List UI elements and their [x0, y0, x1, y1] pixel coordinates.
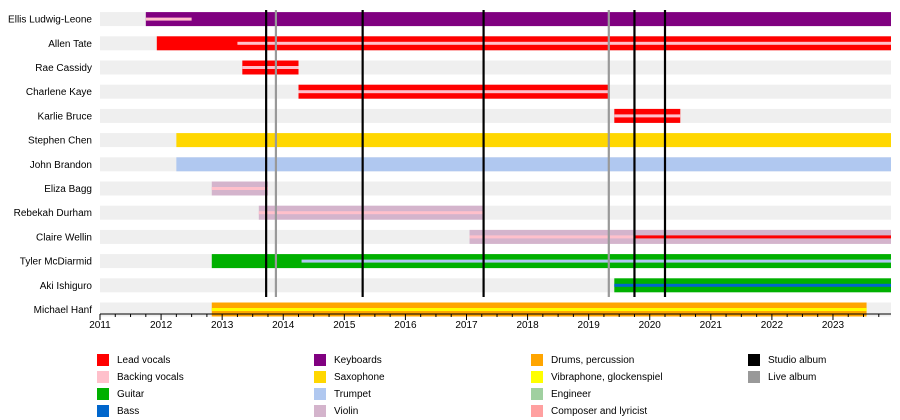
role-stripe [258, 211, 484, 215]
member-label: John Brandon [30, 160, 92, 171]
role-stripe [469, 235, 635, 239]
x-axis: 2011 2012 2013 2014 2015 2016 2017 2018 2019 2020… [89, 313, 891, 331]
x-tick-label: 2017 [455, 320, 478, 331]
x-tick-label: 2022 [761, 320, 784, 331]
role-stripe [634, 235, 891, 239]
x-tick-label: 2013 [211, 320, 234, 331]
row-background [100, 108, 891, 123]
member-label: Tyler McDiarmid [20, 257, 92, 268]
member-label: Michael Hanf [34, 305, 93, 316]
role-stripe [211, 187, 268, 190]
x-tick-label: 2016 [394, 320, 417, 331]
row-background [100, 181, 891, 196]
member-label: Karlie Bruce [38, 111, 93, 122]
x-tick-label: 2014 [272, 320, 295, 331]
member-label: Eliza Bagg [44, 184, 92, 195]
x-tick-label: 2012 [150, 320, 173, 331]
role-stripe [298, 90, 609, 94]
role-stripe [301, 259, 891, 263]
member-label: Aki Ishiguro [40, 281, 93, 292]
row-background [100, 205, 891, 220]
x-tick-label: 2018 [516, 320, 539, 331]
role-bar [145, 12, 892, 27]
role-stripe [145, 17, 192, 21]
role-stripe [242, 66, 299, 69]
role-stripe [211, 308, 867, 311]
member-label: Ellis Ludwig-Leone [8, 15, 92, 26]
role-bar [176, 157, 892, 172]
role-stripe [614, 283, 891, 287]
album-lines [265, 10, 667, 297]
member-labels: Ellis Ludwig-Leone Allen Tate Rae Cassidy C… [8, 15, 92, 316]
member-label: Claire Wellin [36, 232, 92, 243]
x-tick-label: 2019 [578, 320, 601, 331]
member-label: Allen Tate [48, 39, 92, 50]
member-bars [145, 12, 892, 317]
role-bar [176, 133, 892, 148]
member-label: Rae Cassidy [35, 63, 92, 74]
role-stripe [237, 41, 891, 45]
member-label: Rebekah Durham [14, 208, 92, 219]
member-label: Stephen Chen [28, 136, 92, 147]
x-tick-label: 2011 [89, 320, 111, 331]
x-tick-label: 2020 [639, 320, 662, 331]
row-background [100, 60, 891, 75]
x-tick-label: 2021 [700, 320, 723, 331]
x-tick-label: 2023 [822, 320, 845, 331]
role-stripe [614, 114, 681, 118]
member-label: Charlene Kaye [26, 87, 93, 98]
x-tick-label: 2015 [333, 320, 356, 331]
